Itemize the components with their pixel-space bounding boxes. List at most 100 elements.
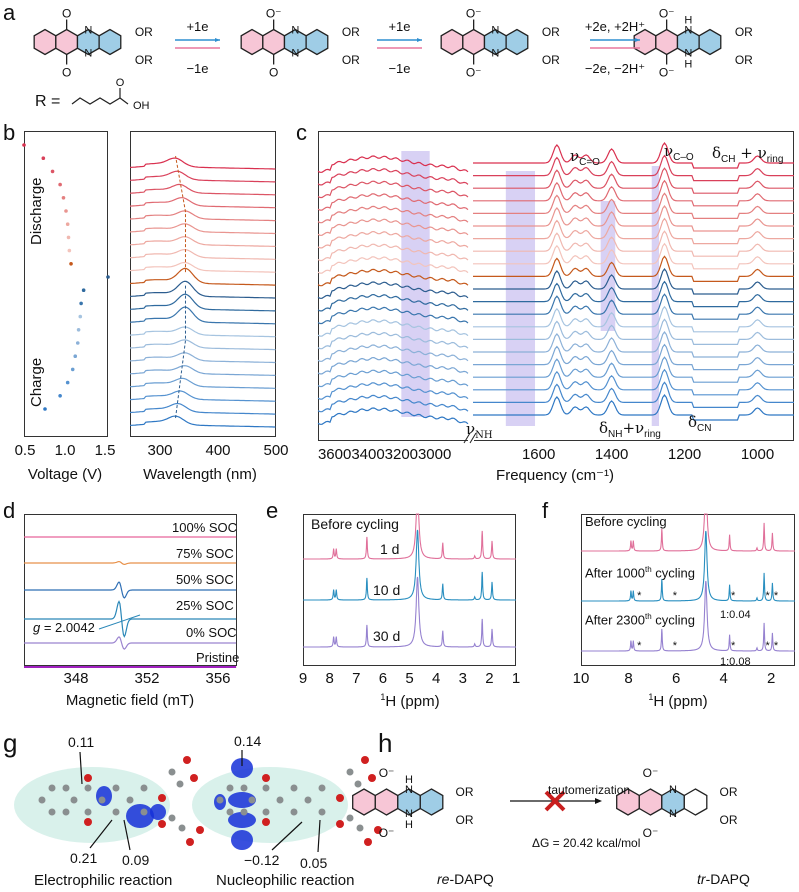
substituent-label: OR (542, 53, 560, 67)
annotation-subscript: C–O (673, 152, 694, 163)
series-label-10d: 10 d (373, 582, 401, 598)
uvvis-spectrum (129, 293, 276, 312)
carbon-atom (262, 784, 270, 792)
axis-break-gap (468, 431, 474, 443)
voltage-point (69, 262, 73, 266)
impurity-marker: * (731, 640, 736, 652)
frequency-axis-title: Frequency (cm⁻¹) (496, 467, 614, 484)
carbon-atom (140, 784, 148, 792)
soc-label: 100% SOC (172, 520, 238, 535)
nmr-spectrum (303, 513, 516, 560)
carbon-atom (178, 824, 186, 832)
epr-spectrum (24, 636, 237, 650)
panel-label-b: b (3, 120, 16, 145)
impurity-marker: * (637, 590, 642, 602)
atom-label: OH (133, 100, 150, 112)
annotation-symbol: δ (599, 419, 609, 437)
atom-label: N (491, 48, 499, 60)
substituent-label: OR (720, 813, 738, 827)
ir-spectrum-left (317, 193, 469, 211)
oxygen-atom (262, 774, 270, 782)
ir-spectrum-right (473, 318, 794, 345)
oxygen-atom (158, 820, 166, 828)
ir-spectrum-right (473, 331, 794, 358)
uvvis-spectrum (129, 280, 276, 299)
ppm-tick: 2 (485, 670, 494, 687)
impurity-marker: * (637, 640, 642, 652)
impurity-marker: * (731, 590, 736, 602)
fukui-lobe (96, 786, 112, 806)
voltage-point (22, 143, 26, 147)
atom-label: N (291, 48, 299, 60)
ir-spectrum-left (317, 155, 469, 173)
frequency-tick: 3200 (384, 446, 419, 463)
epr-spectra-plot (24, 536, 237, 668)
fukui-lobe (231, 830, 253, 850)
oxygen-atom (336, 820, 344, 828)
uvvis-spectrum (129, 223, 276, 235)
annotation-subscript: CN (697, 423, 712, 434)
oxygen-atom (190, 774, 198, 782)
ppm-tick: 2 (767, 670, 776, 687)
voltage-point (78, 314, 83, 319)
voltage-tick: 1.5 (94, 442, 116, 459)
ir-spectrum-left (317, 230, 469, 249)
voltage-point (75, 341, 80, 345)
panel-label-f: f (542, 498, 549, 523)
substituent-label: OR (735, 25, 753, 39)
annotation-subscript: ring (644, 429, 661, 440)
uvvis-spectrum (129, 306, 276, 325)
nmr-spectrum (303, 576, 516, 648)
uvvis-spectrum (129, 377, 276, 389)
ppm-tick: 6 (671, 670, 681, 687)
oxygen-atom (186, 838, 194, 846)
ring (419, 788, 444, 816)
ir-spectrum-right (473, 154, 794, 182)
ppm-tick: 6 (378, 670, 388, 687)
annotation-subscript: ring (766, 154, 784, 165)
carbon-atom (70, 796, 78, 804)
fukui-value: 0.14 (234, 733, 262, 749)
forward-label: +2e, +2H⁺ (585, 19, 645, 34)
backward-label: −2e, −2H⁺ (585, 61, 645, 76)
ir-spectrum-left (317, 205, 469, 224)
ir-spectrum-right (473, 280, 794, 308)
ir-spectrum-right (473, 381, 794, 408)
quinone-ring (462, 28, 486, 56)
vco-single-band (651, 166, 660, 426)
atom-label: H (405, 819, 413, 831)
impurity-marker: * (774, 590, 779, 602)
nmr-f-plot-frame (581, 514, 795, 666)
uvvis-spectrum (129, 236, 276, 247)
pointer-arrow (123, 819, 131, 851)
wavelength-axis-title: Wavelength (nm) (143, 466, 257, 483)
substituent-label: OR (342, 53, 360, 67)
carbon-atom (126, 796, 134, 804)
carbon-atom (62, 808, 70, 816)
carbon-atom (48, 808, 56, 816)
atom-label: N (684, 25, 692, 37)
voltage-point (81, 288, 86, 292)
suffix: -DAPQ (705, 871, 750, 887)
ir-spectrum-right (473, 217, 794, 245)
carbon-atom (346, 814, 354, 822)
ppm-tick: 10 (572, 670, 590, 687)
ring (374, 788, 399, 816)
uvvis-spectrum (129, 248, 276, 260)
epr-spectrum (24, 600, 237, 638)
benzo-ring (33, 28, 57, 56)
atom-label: O⁻ (659, 7, 675, 21)
ring (683, 788, 708, 816)
tautomerization-label: tautomerization (548, 783, 631, 797)
atom-label: N (491, 25, 499, 37)
ir-spectrum-left (317, 167, 469, 186)
ir-spectrum-left (317, 331, 469, 350)
fukui-lobe (228, 812, 256, 828)
uvvis-spectrum (129, 326, 276, 338)
annotation-subscript: C=O (579, 157, 600, 168)
pointer-arrow (79, 751, 83, 785)
delta-g-label: ΔG = 20.42 kcal/mol (532, 836, 641, 850)
oxygen-atom (364, 838, 372, 846)
ir-spectrum-right (473, 142, 794, 169)
